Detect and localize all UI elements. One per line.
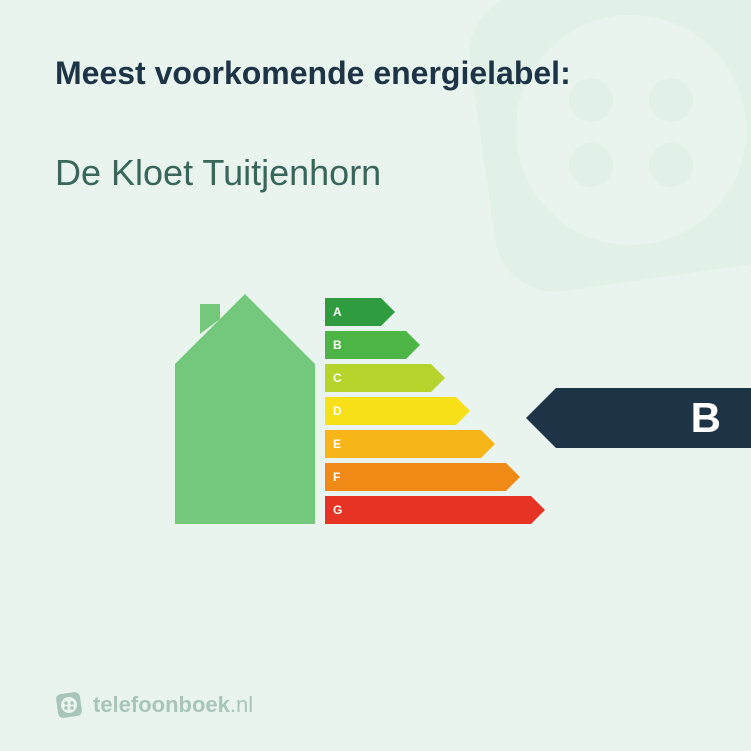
energy-bars: A B C D E (325, 298, 545, 524)
bar-letter: F (333, 470, 340, 484)
bar-letter: D (333, 404, 342, 418)
bar-letter: C (333, 371, 342, 385)
energy-bar-c: C (325, 364, 545, 392)
energy-bar-e: E (325, 430, 545, 458)
footer-suffix: .nl (230, 692, 253, 717)
bar-letter: A (333, 305, 342, 319)
footer: telefoonboek.nl (55, 691, 253, 719)
phonebook-icon (55, 691, 83, 719)
bar-letter: B (333, 338, 342, 352)
page-title: Meest voorkomende energielabel: (55, 55, 696, 92)
footer-text: telefoonboek.nl (93, 692, 253, 718)
energy-bar-g: G (325, 496, 545, 524)
energy-bar-a: A (325, 298, 545, 326)
footer-brand: telefoonboek (93, 692, 230, 717)
energy-bar-d: D (325, 397, 545, 425)
selected-label-badge: B (526, 388, 751, 448)
house-icon (175, 294, 315, 524)
bar-letter: G (333, 503, 342, 517)
energy-bar-f: F (325, 463, 545, 491)
selected-label-letter: B (691, 394, 721, 442)
location-name: De Kloet Tuitjenhorn (55, 152, 696, 194)
energy-bar-b: B (325, 331, 545, 359)
bar-letter: E (333, 437, 341, 451)
